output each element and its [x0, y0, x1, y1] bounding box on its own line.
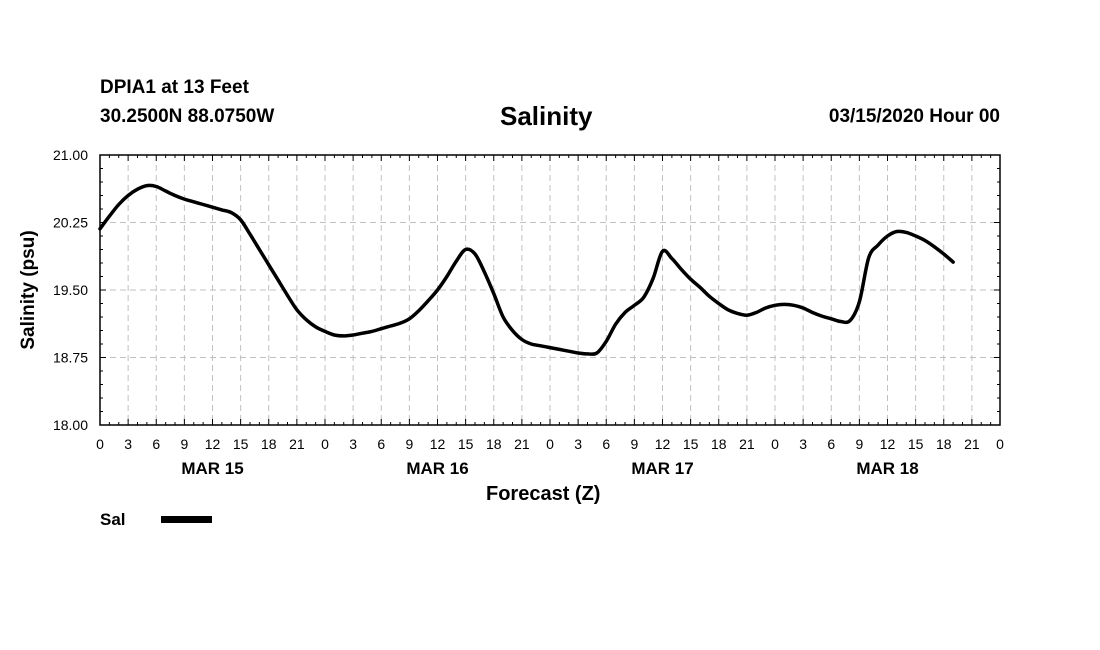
date-label: MAR 15 — [181, 459, 243, 478]
x-tick-label: 6 — [377, 436, 385, 452]
y-tick-label: 20.25 — [53, 215, 88, 231]
x-axis-title: Forecast (Z) — [486, 483, 601, 505]
x-tick-label: 21 — [739, 436, 755, 452]
x-tick-label: 0 — [996, 436, 1004, 452]
x-tick-label: 3 — [574, 436, 582, 452]
x-tick-label: 6 — [827, 436, 835, 452]
x-tick-label: 0 — [96, 436, 104, 452]
y-tick-label: 18.75 — [53, 350, 88, 366]
x-tick-label: 15 — [908, 436, 924, 452]
x-tick-label: 9 — [855, 436, 863, 452]
y-tick-label: 19.50 — [53, 282, 88, 298]
x-tick-label: 12 — [880, 436, 896, 452]
date-label: MAR 16 — [406, 459, 468, 478]
x-tick-label: 3 — [349, 436, 357, 452]
x-tick-label: 18 — [936, 436, 952, 452]
x-tick-label: 0 — [546, 436, 554, 452]
x-tick-label: 3 — [799, 436, 807, 452]
x-tick-label: 18 — [711, 436, 727, 452]
x-tick-label: 15 — [683, 436, 699, 452]
x-tick-label: 9 — [630, 436, 638, 452]
x-tick-label: 3 — [124, 436, 132, 452]
x-tick-label: 0 — [771, 436, 779, 452]
x-tick-label: 12 — [655, 436, 671, 452]
x-tick-label: 21 — [964, 436, 980, 452]
y-axis-title: Salinity (psu) — [18, 230, 39, 349]
x-tick-label: 12 — [430, 436, 446, 452]
salinity-series-line — [98, 183, 955, 356]
x-tick-label: 15 — [458, 436, 474, 452]
x-tick-label: 12 — [205, 436, 221, 452]
x-tick-label: 21 — [289, 436, 305, 452]
x-tick-label: 18 — [261, 436, 277, 452]
x-tick-label: 6 — [602, 436, 610, 452]
station-label: DPIA1 at 13 Feet — [100, 77, 249, 98]
y-tick-label: 18.00 — [53, 417, 88, 433]
station-coordinates: 30.2500N 88.0750W — [100, 106, 275, 127]
legend-label: Sal — [100, 510, 126, 529]
y-tick-label: 21.00 — [53, 147, 88, 163]
x-tick-label: 15 — [233, 436, 249, 452]
date-label: MAR 17 — [631, 459, 693, 478]
chart-title: Salinity — [500, 101, 593, 131]
x-tick-label: 9 — [405, 436, 413, 452]
x-tick-label: 18 — [486, 436, 502, 452]
run-timestamp: 03/15/2020 Hour 00 — [828, 106, 1000, 127]
x-tick-label: 0 — [321, 436, 329, 452]
x-tick-label: 21 — [514, 436, 530, 452]
legend-line-swatch — [161, 516, 212, 523]
x-tick-label: 6 — [152, 436, 160, 452]
date-label: MAR 18 — [856, 459, 918, 478]
x-tick-label: 9 — [180, 436, 188, 452]
